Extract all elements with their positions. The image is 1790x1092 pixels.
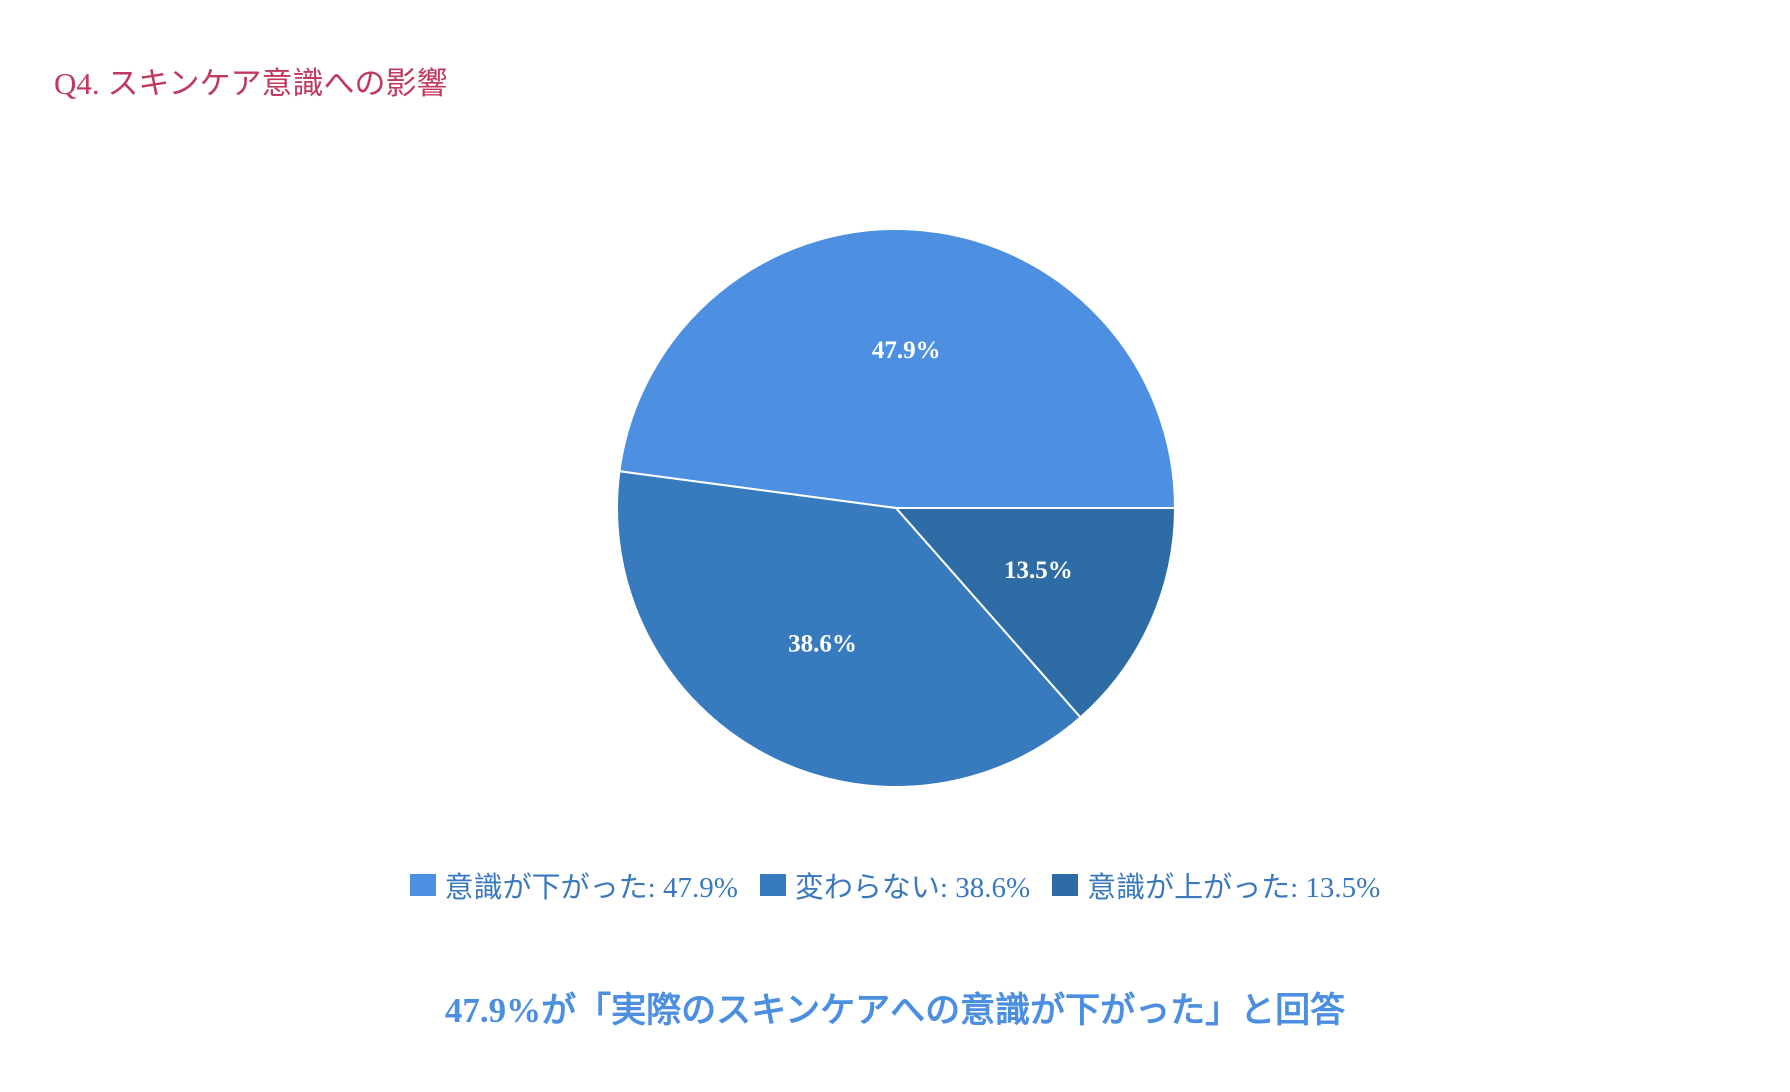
chart-title: Q4. スキンケア意識への影響: [54, 66, 448, 101]
conclusion-text: 47.9%が「実際のスキンケアへの意識が下がった」と回答: [444, 991, 1346, 1030]
slice-label-increased: 13.5%: [1004, 557, 1073, 584]
legend-label-decreased: 意識が下がった: 47.9%: [444, 872, 738, 904]
legend-label-increased: 意識が上がった: 13.5%: [1087, 872, 1381, 904]
legend-item-decreased[interactable]: 意識が下がった: 47.9%: [409, 864, 738, 906]
slice-label-unchanged: 38.6%: [788, 631, 857, 658]
legend-swatch-increased: [1052, 874, 1079, 896]
pie-slice-labels: 47.9% 38.6% 13.5%: [788, 337, 1073, 658]
pie-slice-increased[interactable]: [895, 507, 1176, 719]
pie-slice-unchanged[interactable]: [616, 470, 1082, 788]
slice-label-decreased: 47.9%: [872, 337, 941, 364]
legend-swatch-decreased: [409, 874, 436, 896]
chart-legend: 意識が下がった: 47.9% 変わらない: 38.6% 意識が上がった: 13.…: [0, 864, 1790, 906]
legend-swatch-unchanged: [759, 874, 786, 896]
legend-item-increased[interactable]: 意識が上がった: 13.5%: [1052, 864, 1380, 906]
legend-label-unchanged: 変わらない: 38.6%: [794, 872, 1031, 904]
pie-slices: [616, 228, 1176, 788]
pie-slice-decreased[interactable]: [618, 228, 1176, 509]
legend-item-unchanged[interactable]: 変わらない: 38.6%: [759, 864, 1031, 906]
